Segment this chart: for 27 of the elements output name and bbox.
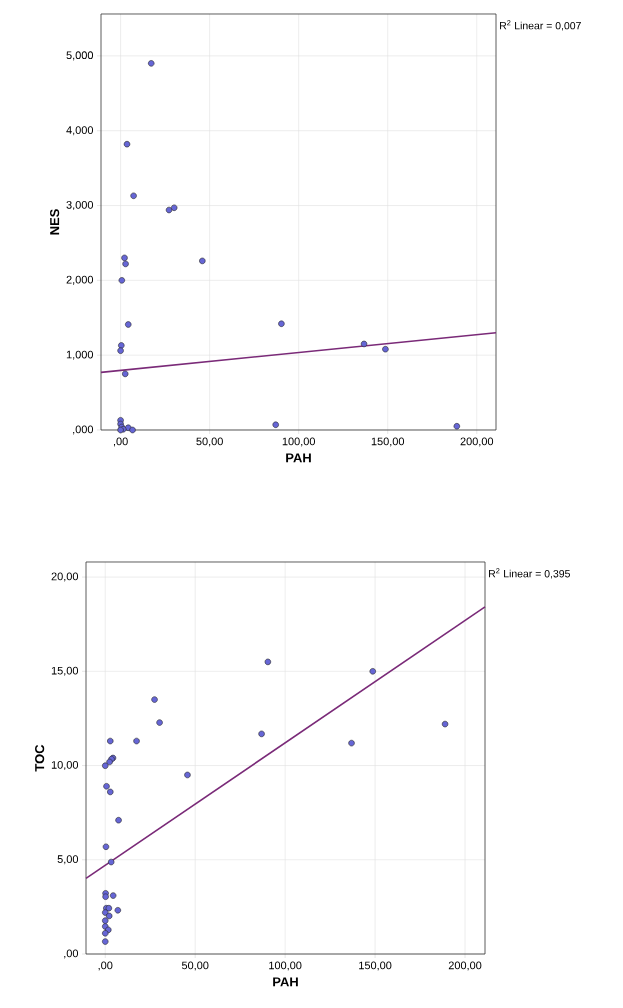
x-axis-title: PAH (286, 453, 311, 463)
x-tick-label: 200,00 (460, 437, 494, 447)
x-tick-label: 100,00 (269, 961, 302, 971)
y-axis-title: NES (50, 209, 60, 235)
x-tick-label: ,00 (98, 961, 113, 971)
y-tick-label: 3,000 (66, 201, 94, 211)
y-tick-label: ,000 (73, 425, 94, 435)
text: R$^{2}$ Linear = 0,395 (489, 568, 570, 579)
y-tick-label: 1,000 (66, 350, 94, 360)
y-tick-label: 5,000 (66, 51, 94, 61)
x-axis-title: PAH (273, 977, 298, 987)
y-tick-label: 4,000 (66, 126, 94, 136)
x-tick-label: ,00 (113, 437, 128, 447)
x-tick-label: 150,00 (371, 437, 405, 447)
x-tick-label: 200,00 (448, 961, 482, 971)
x-tick-label: 50,00 (181, 961, 209, 971)
y-axis-title: TOC (35, 744, 45, 772)
y-tick-label: 2,000 (66, 275, 94, 285)
y-tick-label: 15,00 (51, 666, 79, 676)
x-tick-label: 150,00 (359, 961, 392, 971)
y-tick-label: 20,00 (51, 572, 79, 582)
y-tick-label: 5,00 (57, 855, 79, 865)
text: R$^{2}$ Linear = 0,007 (500, 20, 581, 31)
x-tick-label: 100,00 (282, 437, 315, 447)
y-tick-label: ,00 (64, 949, 79, 959)
x-tick-label: 50,00 (196, 437, 223, 447)
y-tick-label: 10,00 (51, 761, 79, 771)
